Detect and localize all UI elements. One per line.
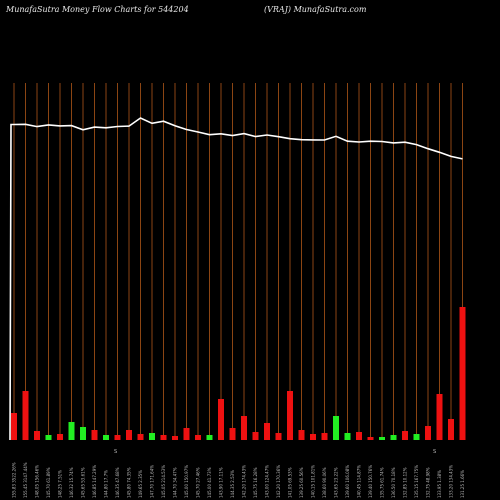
x-tick-label: 147.70 171.64% [150, 465, 155, 498]
x-tick-label: 146.35 47.68% [115, 467, 120, 498]
mid-label-right: S [433, 449, 436, 455]
x-tick-label: 136.50 70.18% [391, 467, 396, 498]
volume-bar [172, 436, 178, 440]
volume-bar [425, 426, 431, 440]
x-tick-label: 148.25 7.51% [58, 470, 63, 498]
volume-bar [436, 394, 443, 440]
x-tick-label: 144.80 17.7% [104, 470, 109, 498]
x-tick-label: 146.32 15.74% [69, 467, 74, 498]
volume-bars [11, 307, 466, 440]
x-tick-label: 135.15 167.75% [414, 465, 419, 498]
x-tick-label: 144.35 2.53% [230, 470, 235, 498]
x-tick-label: 145.00 41.73% [207, 467, 212, 498]
x-tick-label: 131.25 1.66% [460, 470, 465, 498]
volume-bar [229, 428, 236, 440]
x-tick-label: 148.05 156.46% [35, 465, 40, 498]
volume-bar [252, 432, 259, 440]
volume-bar [287, 391, 293, 440]
x-tick-label: 142.20 174.43% [242, 465, 247, 498]
volume-bar [413, 434, 420, 440]
chart-title-left: MunafaSutra Money Flow Charts for 544204 [6, 5, 189, 14]
x-tick-label: 144.70 34.47% [173, 467, 178, 498]
volume-bar [149, 433, 155, 440]
x-tick-label: 145.70 61.89% [46, 467, 51, 498]
x-tick-label: 145.05 214.53% [161, 465, 166, 498]
x-tick-label: 138.60 90.06% [322, 467, 327, 498]
x-tick-label: 143.00 124.47% [265, 465, 270, 498]
x-tick-label: 145.70 27.46% [196, 467, 201, 498]
volume-bar [367, 437, 374, 440]
mid-label-left: S [114, 449, 117, 455]
volume-bar [160, 435, 167, 440]
volume-bar [333, 416, 339, 440]
x-tick-label: 145.75 16.28% [253, 467, 258, 498]
grid-lines [13, 83, 463, 440]
volume-bar [379, 437, 385, 440]
x-tick-label: 155.83 3522.26% [12, 462, 17, 498]
volume-bar [80, 427, 86, 440]
volume-bar [321, 433, 328, 440]
volume-bar [91, 430, 98, 440]
volume-bar [34, 431, 40, 440]
x-tick-label: 139.40 150.76% [368, 465, 373, 498]
volume-bar [206, 435, 213, 440]
x-tick-label: 132.85 10.12% [403, 467, 408, 498]
volume-bar [356, 432, 362, 440]
x-tick-label: 145.00 150.97% [184, 465, 189, 498]
x-tick-label: 133.20 134.43% [449, 465, 454, 498]
volume-bar [264, 423, 270, 440]
x-tick-label: 135.75 61.74% [380, 467, 385, 498]
volume-bar [459, 307, 466, 440]
volume-bar [448, 419, 454, 440]
volume-bar [218, 399, 224, 440]
x-tick-label: 142.20 170.36% [276, 465, 281, 498]
volume-bar [68, 422, 75, 440]
x-tick-label: 132.75 48.98% [426, 467, 431, 498]
volume-bar [344, 433, 351, 440]
x-tick-label: 139.25 60.56% [299, 467, 304, 498]
x-tick-label: 155.45 3147.44% [23, 462, 28, 498]
volume-bar [137, 434, 144, 440]
volume-bar [11, 413, 17, 440]
volume-bar [114, 435, 121, 440]
x-tick-label: 133.95 1.38% [437, 470, 442, 498]
volume-bar [390, 435, 397, 440]
x-tick-label: 141.05 69.53% [288, 467, 293, 498]
volume-bar [126, 430, 132, 440]
x-tick-label: 145.80 74.35% [127, 467, 132, 498]
x-tick-label: 140.15 101.81% [311, 465, 316, 498]
volume-bar [241, 416, 247, 440]
x-tick-label: 139.60 106.08% [345, 465, 350, 498]
price-line [9, 117, 463, 441]
x-tick-label: 140.45 114.87% [357, 465, 362, 498]
price-line-group [9, 117, 463, 441]
x-tick-label: 149.65 2.35% [138, 470, 143, 498]
volume-bar [57, 434, 63, 440]
volume-bar [45, 435, 52, 440]
volume-bar [310, 434, 316, 440]
x-tick-label: 143.65 23.22% [334, 467, 339, 498]
volume-bar [103, 435, 109, 440]
volume-bar [183, 428, 190, 440]
x-tick-labels: 155.83 3522.26% 155.45 3147.44% 148.05 156… [12, 462, 466, 498]
x-tick-label: 145.65 53.61% [81, 467, 86, 498]
x-tick-label: 143.90 17.11% [219, 467, 224, 498]
volume-bar [402, 431, 408, 440]
chart-title-right: (VRAJ) MunafaSutra.com [264, 5, 367, 14]
volume-bar [275, 433, 282, 440]
volume-bar [298, 430, 305, 440]
x-tick-label: 146.85 147.29% [92, 465, 97, 498]
volume-bar [195, 435, 201, 440]
volume-bar [22, 391, 29, 440]
